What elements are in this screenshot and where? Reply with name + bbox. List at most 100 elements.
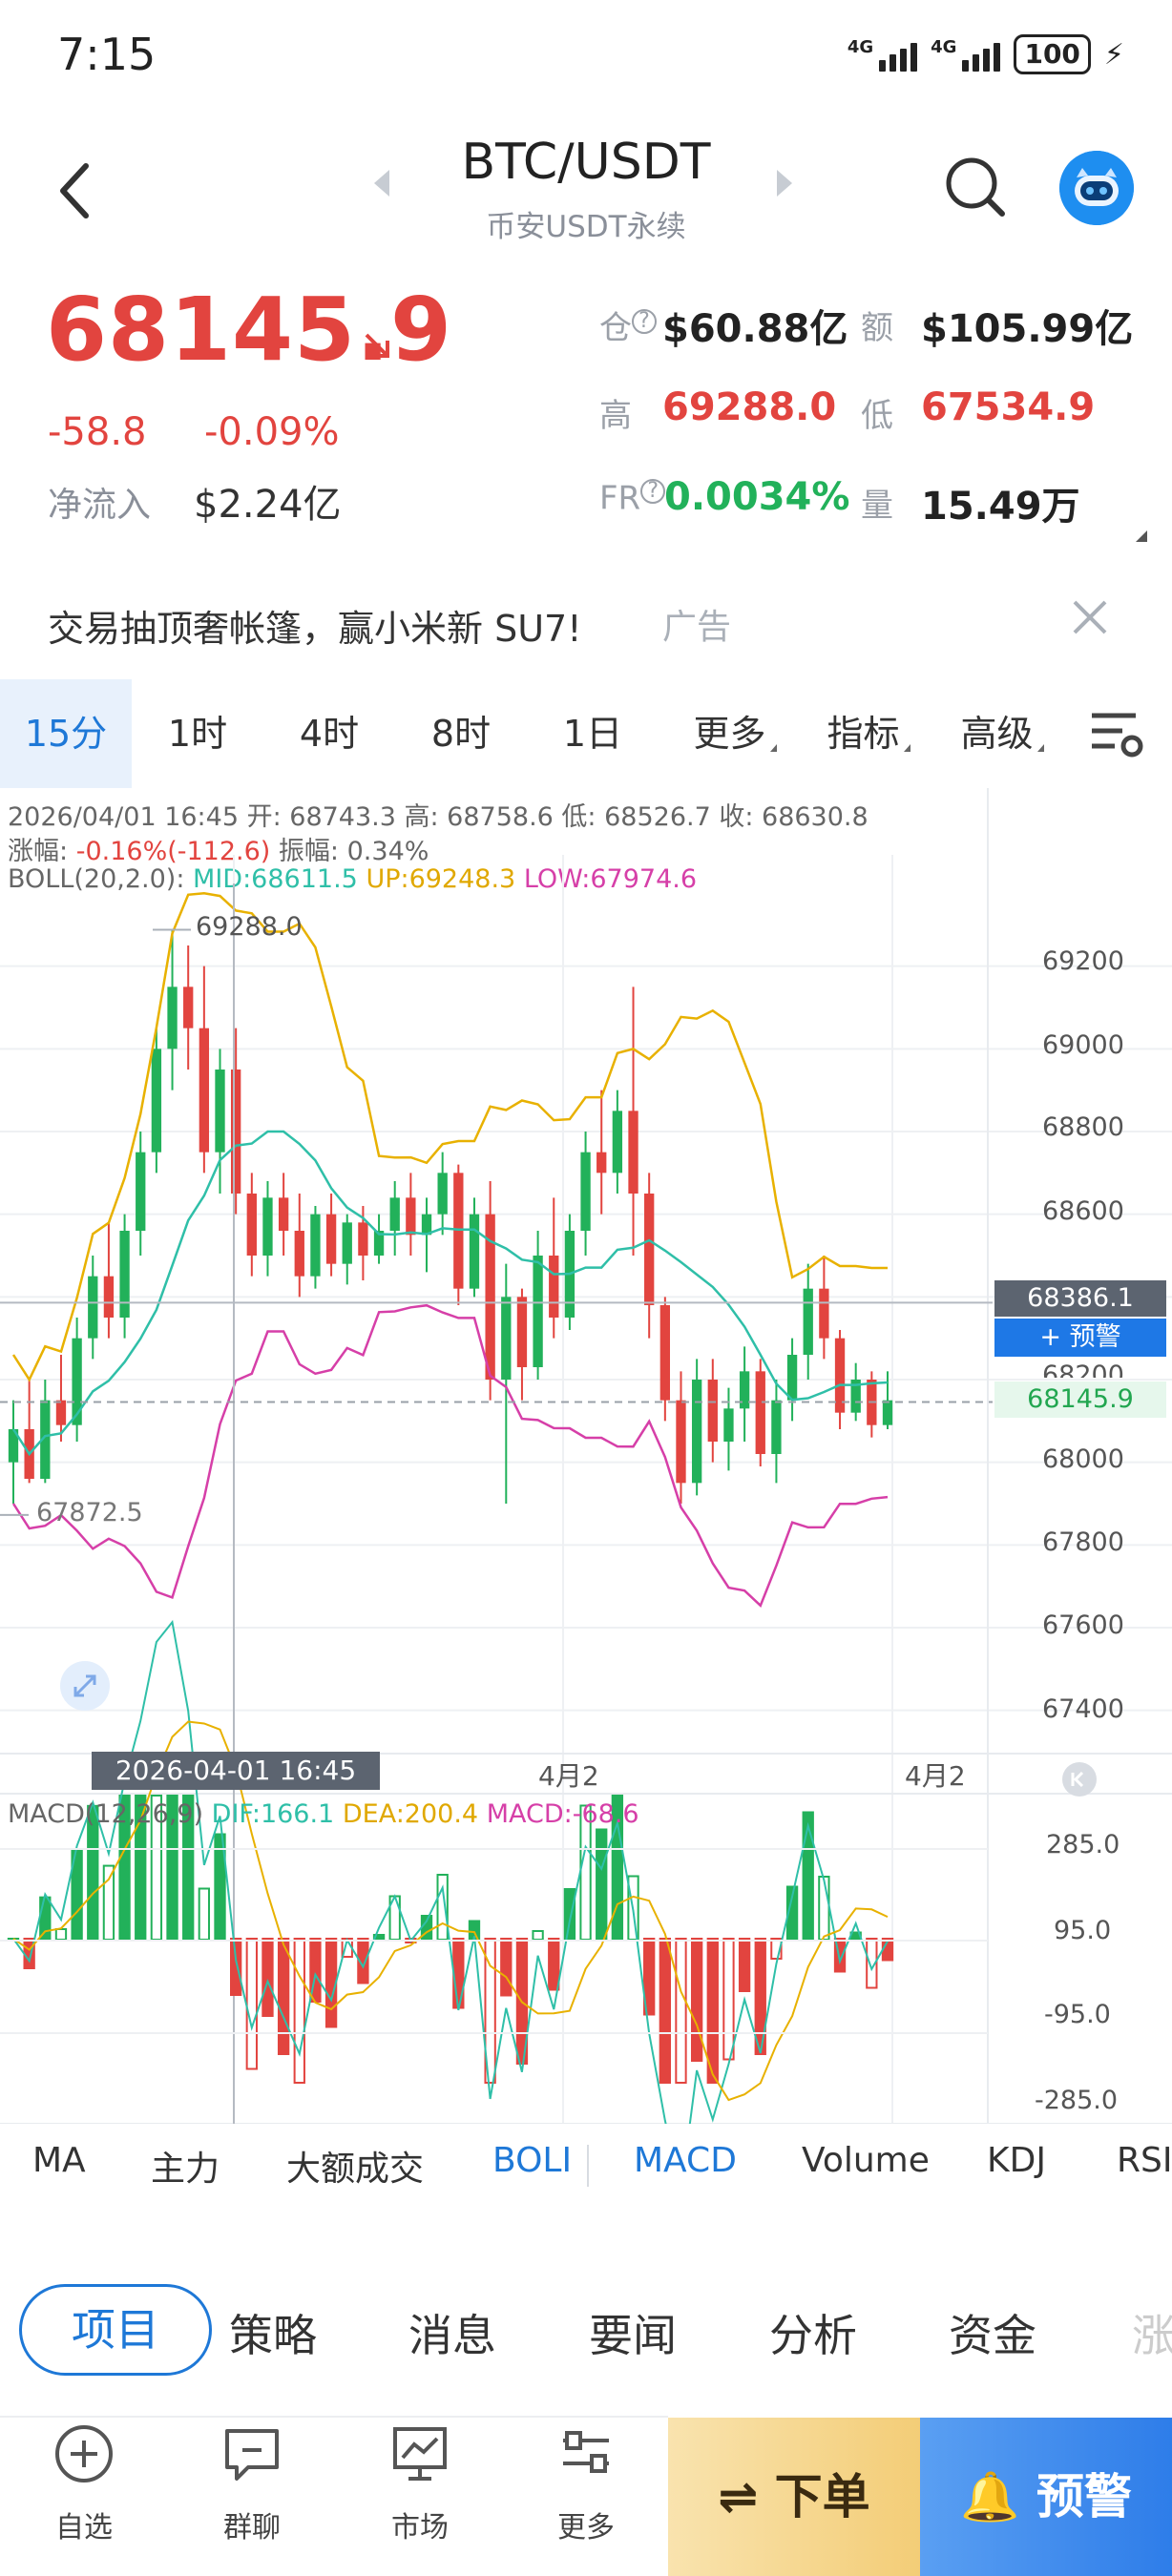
ad-banner-text[interactable]: 交易抽顶奢帐篷，赢小米新 SU7! <box>48 608 582 650</box>
tab-analysis[interactable]: 分析 <box>769 2310 857 2361</box>
candle-body <box>406 1197 416 1236</box>
macd-bar <box>675 1938 687 2084</box>
prev-pair-arrow-icon[interactable] <box>374 170 389 197</box>
macd-bar <box>198 1887 211 1941</box>
pair-title[interactable]: BTC/USDT <box>461 134 711 191</box>
candle-body <box>310 1214 321 1277</box>
tab-8h[interactable]: 8时 <box>430 713 492 755</box>
candle-body <box>389 1197 400 1231</box>
tab-headlines[interactable]: 要闻 <box>589 2310 677 2361</box>
tab-1d[interactable]: 1日 <box>562 713 623 755</box>
nav-group-chat[interactable]: 群聊 <box>168 2421 336 2545</box>
open-interest-label[interactable]: 仓? <box>599 301 657 348</box>
market-chart-icon <box>393 2427 447 2481</box>
candle-body <box>231 1070 241 1194</box>
tab-indicators[interactable]: 指标 <box>802 679 935 788</box>
tab-1h[interactable]: 1时 <box>167 713 228 755</box>
macd-bar <box>659 1938 671 2084</box>
tab-15m[interactable]: 15分 <box>0 679 132 788</box>
candle-body <box>119 1231 130 1318</box>
high-value: 69288.0 <box>662 385 837 429</box>
low-value: 67534.9 <box>921 385 1096 429</box>
tab-overflow[interactable]: 涨 <box>1132 2310 1172 2361</box>
candle-body <box>819 1288 829 1339</box>
nav-more[interactable]: 更多 <box>502 2421 670 2545</box>
assistant-robot-icon[interactable] <box>1059 151 1134 225</box>
indicator-kdj[interactable]: KDJ <box>987 2141 1046 2180</box>
y-tick-68200: 68200 <box>1042 1361 1124 1378</box>
down-arrow-icon <box>365 333 389 358</box>
expand-chart-icon[interactable] <box>59 1660 111 1712</box>
macd-bar <box>818 1876 830 1941</box>
candle-body <box>850 1380 861 1413</box>
candle-body <box>549 1256 559 1318</box>
tab-more[interactable]: 更多 <box>668 679 802 788</box>
next-pair-arrow-icon[interactable] <box>777 170 792 197</box>
close-icon[interactable] <box>1069 596 1111 638</box>
candle-body <box>421 1214 432 1236</box>
candle-body <box>72 1338 82 1425</box>
dropdown-triangle-icon <box>769 744 777 752</box>
min-price-mark: 67872.5 <box>36 1498 143 1527</box>
indicator-boll[interactable]: BOLI <box>492 2141 573 2180</box>
market-subtitle: 币安USDT永续 <box>486 210 686 244</box>
search-icon[interactable] <box>941 153 1010 221</box>
back-chevron-icon[interactable] <box>50 153 107 229</box>
candle-body <box>55 1400 67 1425</box>
scroll-to-latest-icon[interactable] <box>1061 1761 1098 1797</box>
macd-bar <box>706 1938 719 2084</box>
open-interest-value: $60.88亿 <box>662 307 848 351</box>
macd-tick-95: 95.0 <box>1054 1916 1112 1945</box>
amplitude-info: 涨幅: -0.16%(-112.6) 振幅: 0.34% <box>8 837 429 866</box>
macd-bar <box>245 1938 258 2070</box>
candle-body <box>294 1231 304 1277</box>
expand-corner-icon[interactable] <box>1136 530 1147 542</box>
ad-tag: 广告 <box>662 608 732 647</box>
tab-strategy[interactable]: 策略 <box>229 2310 317 2361</box>
nav-favorites[interactable]: 自选 <box>0 2421 168 2545</box>
candle-body <box>246 1194 257 1256</box>
macd-bar <box>770 1938 783 1960</box>
macd-bar <box>754 1938 766 2055</box>
candle-body <box>8 1429 19 1463</box>
alert-button[interactable]: 🔔 预警 <box>920 2418 1172 2576</box>
candle-body <box>707 1380 718 1442</box>
funding-rate-label[interactable]: FR? <box>599 479 666 517</box>
macd-bar <box>548 1938 560 1991</box>
candle-body <box>103 1276 115 1318</box>
order-button[interactable]: ⇌ 下单 <box>668 2418 920 2576</box>
bell-icon: 🔔 <box>960 2469 1020 2524</box>
swap-arrows-icon: ⇌ <box>718 2469 759 2524</box>
candle-body <box>516 1297 528 1367</box>
indicator-volume[interactable]: Volume <box>802 2141 930 2180</box>
macd-bar <box>262 1938 274 2017</box>
indicator-rsi[interactable]: RSI <box>1117 2141 1172 2180</box>
candle-body <box>739 1371 750 1409</box>
tab-funds[interactable]: 资金 <box>949 2310 1036 2361</box>
candle-body <box>167 987 178 1049</box>
macd-bar <box>230 1938 242 1996</box>
turnover-value: $105.99亿 <box>921 307 1134 351</box>
macd-bar <box>39 1896 52 1941</box>
dropdown-triangle-icon <box>1036 744 1044 752</box>
candle-body <box>136 1152 146 1231</box>
tab-projects[interactable]: 项目 <box>19 2284 212 2376</box>
nav-market[interactable]: 市场 <box>336 2421 504 2545</box>
candle-body <box>151 1049 162 1153</box>
status-icons: 4G 4G 100 ⚡ <box>848 34 1124 74</box>
indicator-main-force[interactable]: 主力 <box>151 2150 220 2189</box>
tab-4h[interactable]: 4时 <box>299 713 360 755</box>
chart-settings-icon[interactable] <box>1088 708 1145 761</box>
indicator-macd[interactable]: MACD <box>634 2141 737 2180</box>
indicator-large-trades[interactable]: 大额成交 <box>286 2150 425 2189</box>
add-alert-button[interactable]: + 预警 <box>994 1319 1166 1357</box>
tab-news[interactable]: 消息 <box>408 2310 496 2361</box>
candle-body <box>628 1111 638 1194</box>
signal-icon-2: 4G <box>931 37 1001 72</box>
kline-chart[interactable] <box>0 788 1172 2124</box>
indicator-ma[interactable]: MA <box>32 2141 86 2180</box>
low-label: 低 <box>861 397 893 435</box>
net-inflow-label: 净流入 <box>48 486 152 525</box>
tab-advanced[interactable]: 高级 <box>935 679 1069 788</box>
candle-body <box>786 1355 798 1401</box>
